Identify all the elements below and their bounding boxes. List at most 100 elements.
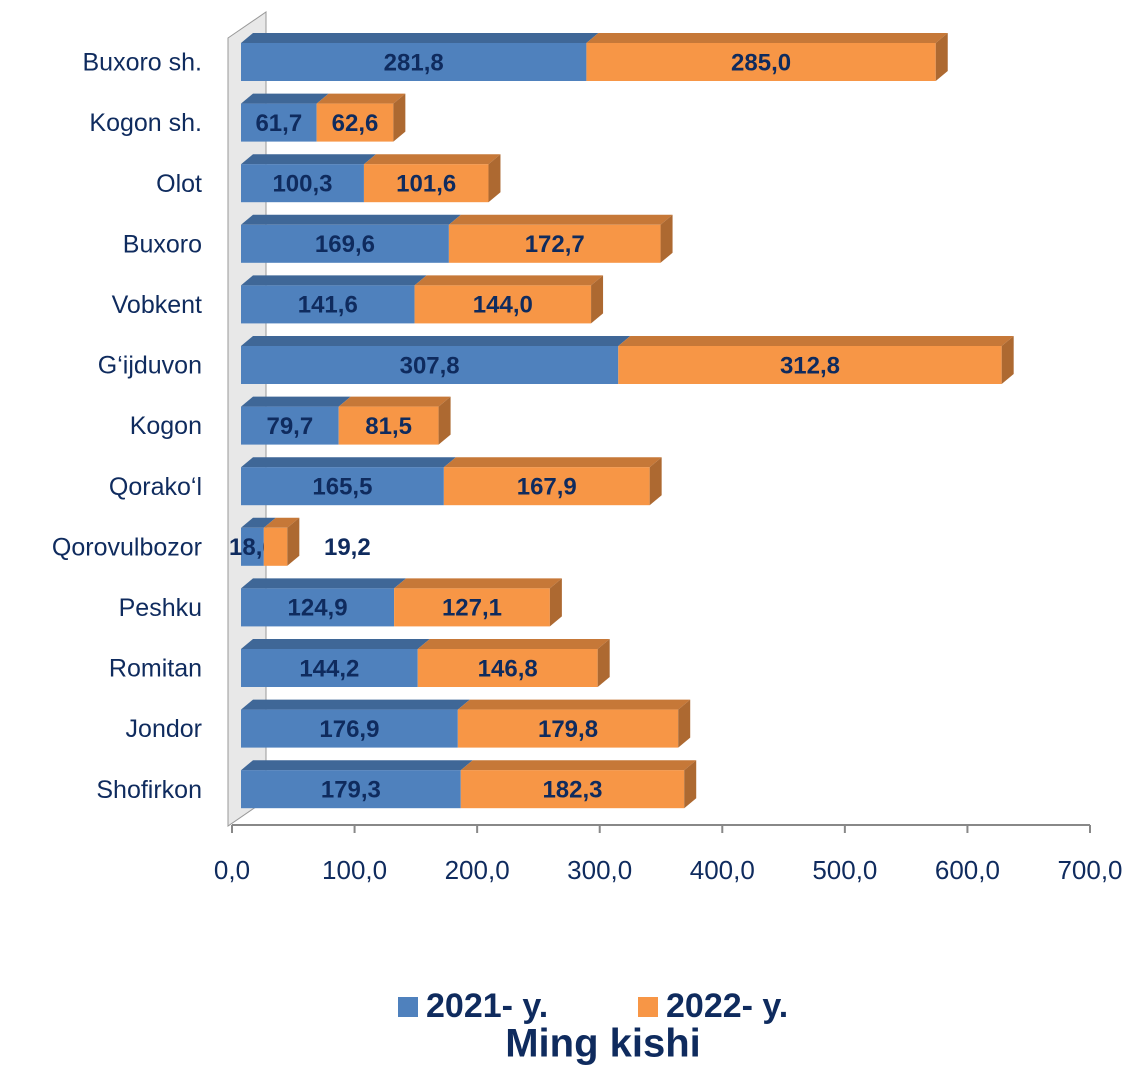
bar-top [586,33,948,43]
data-label: 172,7 [525,231,585,258]
data-label: 81,5 [365,413,412,440]
x-tick-label: 400,0 [690,855,755,885]
bar-top [241,336,631,346]
data-label: 141,6 [298,292,358,319]
bar [363,164,489,203]
bar [241,285,415,324]
data-label: 281,8 [384,49,444,76]
data-label: 61,7 [255,110,302,137]
category-label: Kogon sh. [89,109,202,137]
category-label: Olot [156,170,202,198]
bar [586,43,936,81]
x-tick-label: 700,0 [1057,855,1122,885]
bar [618,346,1002,384]
bar-side [393,93,406,142]
bar [241,527,264,566]
bar-side [287,517,300,566]
bar-top [363,154,501,165]
bar [241,406,339,445]
x-tick-label: 100,0 [322,855,387,885]
bar-top [241,154,376,165]
category-label: G‘ijduvon [98,352,202,380]
category-label: Romitan [109,655,202,683]
bar-side [591,275,604,324]
chart-title: Ming kishi [505,1022,701,1066]
bar [241,346,619,384]
bar-side [935,33,948,81]
data-label: 19,2 [324,534,371,561]
data-label: 127,1 [442,595,502,622]
data-label: 285,0 [731,49,791,76]
category-label: Jondor [126,715,202,743]
bar-top [263,517,300,528]
bar [241,224,449,263]
data-label: 79,7 [266,413,313,440]
bar-side [684,760,697,809]
bar-top [241,760,473,771]
bar [316,103,394,142]
bar [394,588,550,627]
bar-top [241,396,351,407]
bar-top [338,396,451,407]
bar-top [457,699,691,710]
bar-top [448,214,673,225]
data-label: 167,9 [517,474,577,501]
bar-top [241,517,276,528]
bar [417,649,598,687]
bar-top [241,214,461,225]
bar-top [241,93,329,104]
bar [241,770,461,809]
bar-side [488,154,501,203]
data-label: 100,3 [272,171,332,198]
bar-side [678,699,691,748]
data-label: 179,8 [538,716,598,743]
bar [263,527,288,566]
category-label: Shofirkon [96,776,202,804]
data-label: 179,3 [321,777,381,804]
legend-swatch [398,997,418,1017]
bar-side [597,639,610,687]
x-tick-label: 500,0 [812,855,877,885]
bar [241,103,317,142]
data-label: 62,6 [332,110,379,137]
category-label: Peshku [119,594,202,622]
bar-side [438,396,451,445]
bar [457,709,679,748]
data-label: 182,3 [542,777,602,804]
data-label: 146,8 [478,655,538,682]
bar [241,588,395,627]
data-label: 144,0 [473,292,533,319]
category-label: Buxoro [123,230,202,258]
data-label: 176,9 [319,716,379,743]
bar-top [241,578,407,589]
data-label: 169,6 [315,231,375,258]
data-label: 312,8 [780,352,840,379]
data-label: 144,2 [299,655,359,682]
x-tick-label: 0,0 [214,855,250,885]
legend-swatch [638,997,658,1017]
bar-top [417,639,610,649]
bar-top [241,275,427,286]
category-label: Qorovulbozor [52,533,202,561]
data-label: 165,5 [312,474,372,501]
x-tick-label: 200,0 [445,855,510,885]
bar-top [414,275,604,286]
bar-top [443,457,662,468]
category-label: Qorako‘l [109,473,202,501]
x-tick-label: 600,0 [935,855,1000,885]
data-label: 101,6 [396,171,456,198]
data-label: 124,9 [288,595,348,622]
bar [241,164,364,203]
category-label: Vobkent [112,291,202,319]
bar-side [649,457,662,506]
bar-side [549,578,562,627]
bar-top [241,699,470,710]
bar [241,709,458,748]
data-label: 307,8 [400,352,460,379]
category-label: Kogon [130,412,202,440]
bar [338,406,439,445]
bar [241,43,587,81]
bar [414,285,592,324]
bar-top [241,457,456,468]
